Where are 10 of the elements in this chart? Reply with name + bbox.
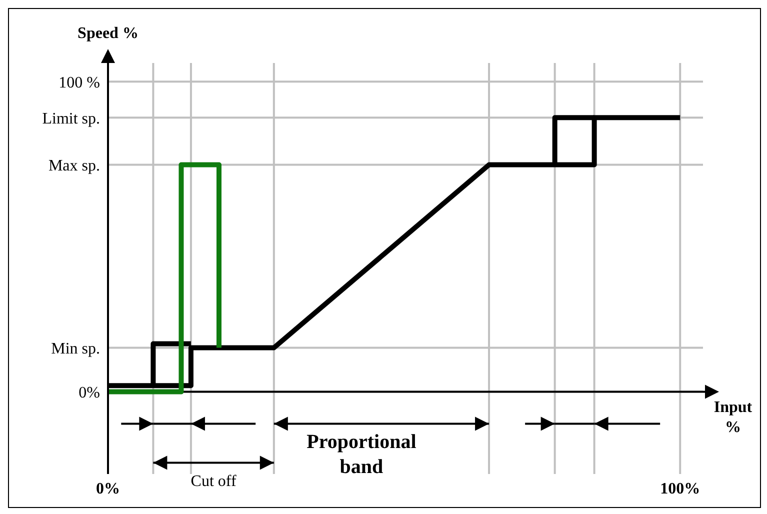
- y-tick-label: Limit sp.: [42, 110, 100, 128]
- x-axis-title: Input %: [712, 398, 754, 438]
- annotation: Cut off: [190, 472, 238, 491]
- annotation: Proportional band: [306, 430, 418, 480]
- y-tick-label: Max sp.: [48, 157, 100, 174]
- y-tick-label: Min sp.: [51, 340, 100, 358]
- y-tick-label: 0%: [78, 384, 100, 402]
- y-tick-label: 100 %: [58, 74, 100, 92]
- y-axis-title: Speed %: [76, 25, 140, 43]
- x-tick-label: 100%: [660, 480, 700, 498]
